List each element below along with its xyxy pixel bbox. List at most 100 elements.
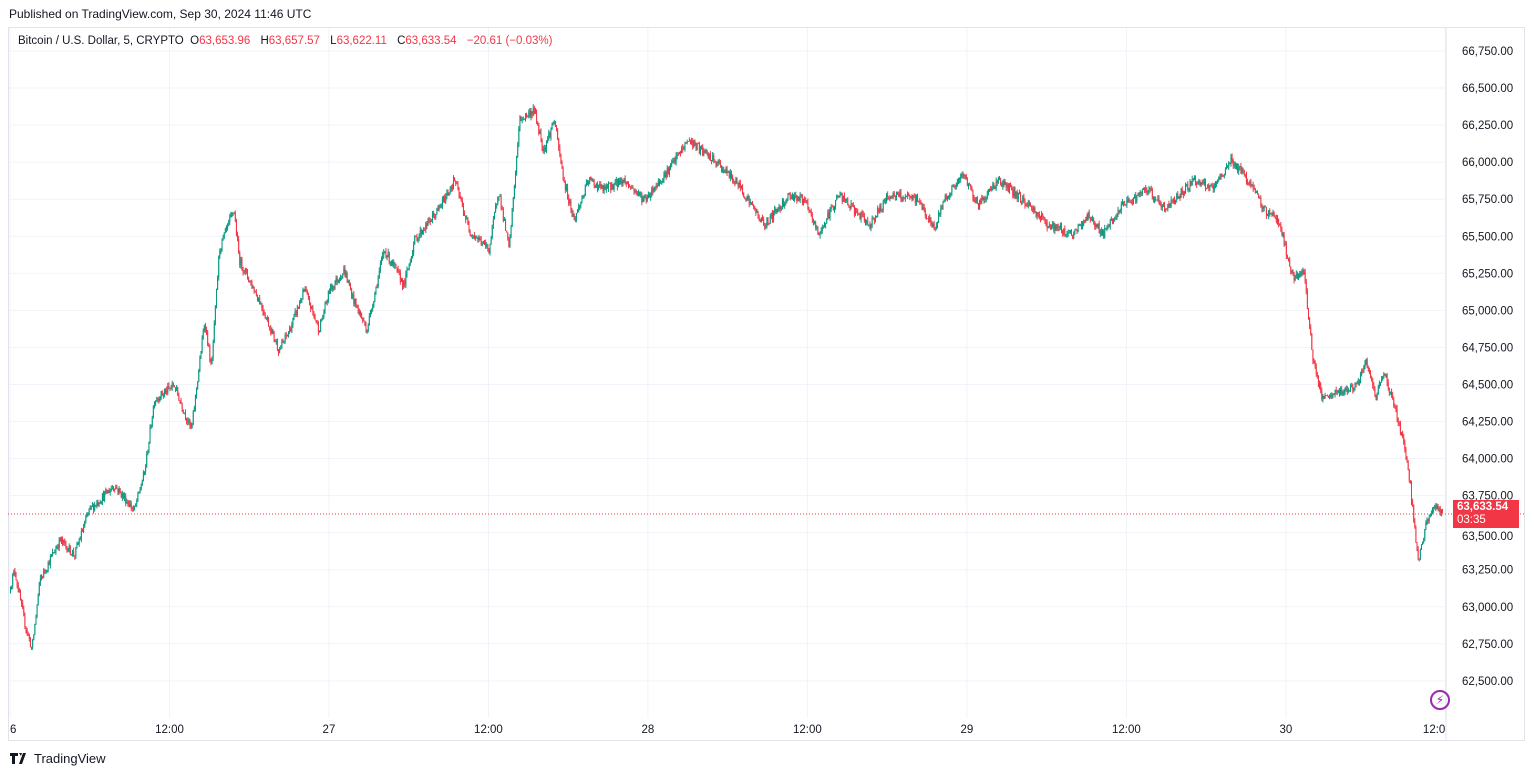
candle-body	[1274, 217, 1276, 219]
symbol-title[interactable]: Bitcoin / U.S. Dollar, 5, CRYPTO	[18, 35, 184, 47]
candle-body	[558, 138, 560, 149]
candle-body	[898, 193, 900, 197]
candle-body	[1228, 162, 1230, 168]
candle-body	[95, 504, 97, 506]
candle-body	[1366, 359, 1368, 369]
candle-body	[506, 230, 508, 233]
candle-body	[390, 262, 392, 265]
candle-body	[1441, 509, 1443, 513]
candle-body	[470, 234, 472, 237]
candle-body	[266, 318, 268, 319]
candle-body	[1146, 188, 1148, 193]
candle-body	[1108, 226, 1110, 228]
candle-body	[1232, 160, 1234, 166]
candle-body	[472, 235, 474, 236]
candle-body	[1086, 217, 1088, 221]
candle-body	[1204, 180, 1206, 188]
candle-body	[589, 177, 591, 183]
candle-body	[598, 186, 600, 189]
candle-body	[568, 197, 570, 204]
candle-body	[1165, 208, 1167, 210]
candle-body	[1175, 200, 1177, 204]
candle-body	[690, 140, 692, 143]
candle-body	[1036, 212, 1038, 216]
candle-body	[357, 306, 359, 314]
candle-body	[1200, 182, 1202, 186]
candle-body	[88, 508, 90, 514]
candle-body	[312, 306, 314, 313]
candle-body	[203, 325, 205, 332]
candle-body	[122, 493, 124, 498]
candle-body	[901, 198, 903, 201]
candle-body	[1339, 391, 1340, 394]
candle-body	[1181, 188, 1183, 195]
candle-body	[548, 133, 550, 140]
candle-body	[132, 508, 134, 510]
candle-body	[1410, 483, 1412, 502]
candle-body	[304, 288, 306, 291]
tradingview-logo[interactable]: TradingView	[10, 751, 106, 766]
candle-body	[1051, 226, 1053, 228]
candle-body	[1217, 180, 1219, 184]
candle-body	[117, 488, 119, 493]
candle-body	[1208, 184, 1210, 188]
candle-body	[388, 252, 390, 263]
candle-body	[1386, 374, 1388, 383]
candle-body	[1370, 372, 1372, 379]
candle-body	[910, 196, 912, 198]
candle-body	[934, 229, 936, 230]
candle-body	[354, 298, 356, 305]
candle-body	[276, 341, 278, 350]
candle-body	[433, 213, 435, 216]
candle-body	[637, 191, 639, 194]
candle-body	[1147, 191, 1149, 193]
candle-body	[714, 159, 716, 162]
candle-body	[717, 160, 719, 163]
candle-body	[1331, 394, 1333, 399]
candle-body	[35, 615, 37, 625]
candle-body	[439, 206, 441, 208]
candle-body	[887, 194, 889, 198]
candle-body	[416, 236, 418, 242]
candle-body	[639, 191, 641, 195]
candle-body	[1268, 210, 1270, 217]
candle-body	[204, 325, 206, 330]
candle-body	[1211, 185, 1213, 187]
candle-body	[292, 318, 294, 325]
candle-body	[1313, 360, 1315, 362]
candle-body	[742, 186, 744, 193]
price-tick-label: 64,500.00	[1462, 379, 1513, 391]
candle-body	[24, 615, 26, 627]
candle-body	[1284, 243, 1286, 246]
candle-body	[1126, 200, 1128, 206]
candle-body	[1148, 187, 1150, 192]
candle-body	[359, 311, 361, 315]
candle-body	[1354, 383, 1356, 390]
candle-body	[79, 539, 81, 541]
candle-body	[613, 183, 615, 190]
candle-body	[581, 198, 583, 203]
candle-body	[217, 277, 219, 290]
candle-body	[13, 570, 15, 576]
candle-body	[1138, 194, 1140, 196]
candle-body	[1367, 368, 1369, 370]
candle-body	[1307, 308, 1309, 319]
lightning-icon[interactable]: ⚡	[1430, 690, 1450, 710]
candle-body	[1330, 394, 1332, 396]
candle-body	[1314, 361, 1316, 367]
candle-body	[894, 196, 896, 198]
candle-body	[1048, 224, 1050, 227]
candle-body	[89, 505, 91, 509]
candle-body	[997, 178, 999, 183]
candle-body	[260, 303, 262, 305]
candle-body	[680, 152, 682, 154]
candle-body	[781, 199, 783, 208]
candle-body	[687, 141, 689, 142]
candle-body	[1249, 181, 1251, 185]
candle-body	[1422, 541, 1424, 545]
candle-body	[36, 604, 38, 616]
candle-body	[1227, 165, 1229, 168]
candle-body	[1183, 191, 1185, 194]
candle-body	[695, 143, 697, 150]
